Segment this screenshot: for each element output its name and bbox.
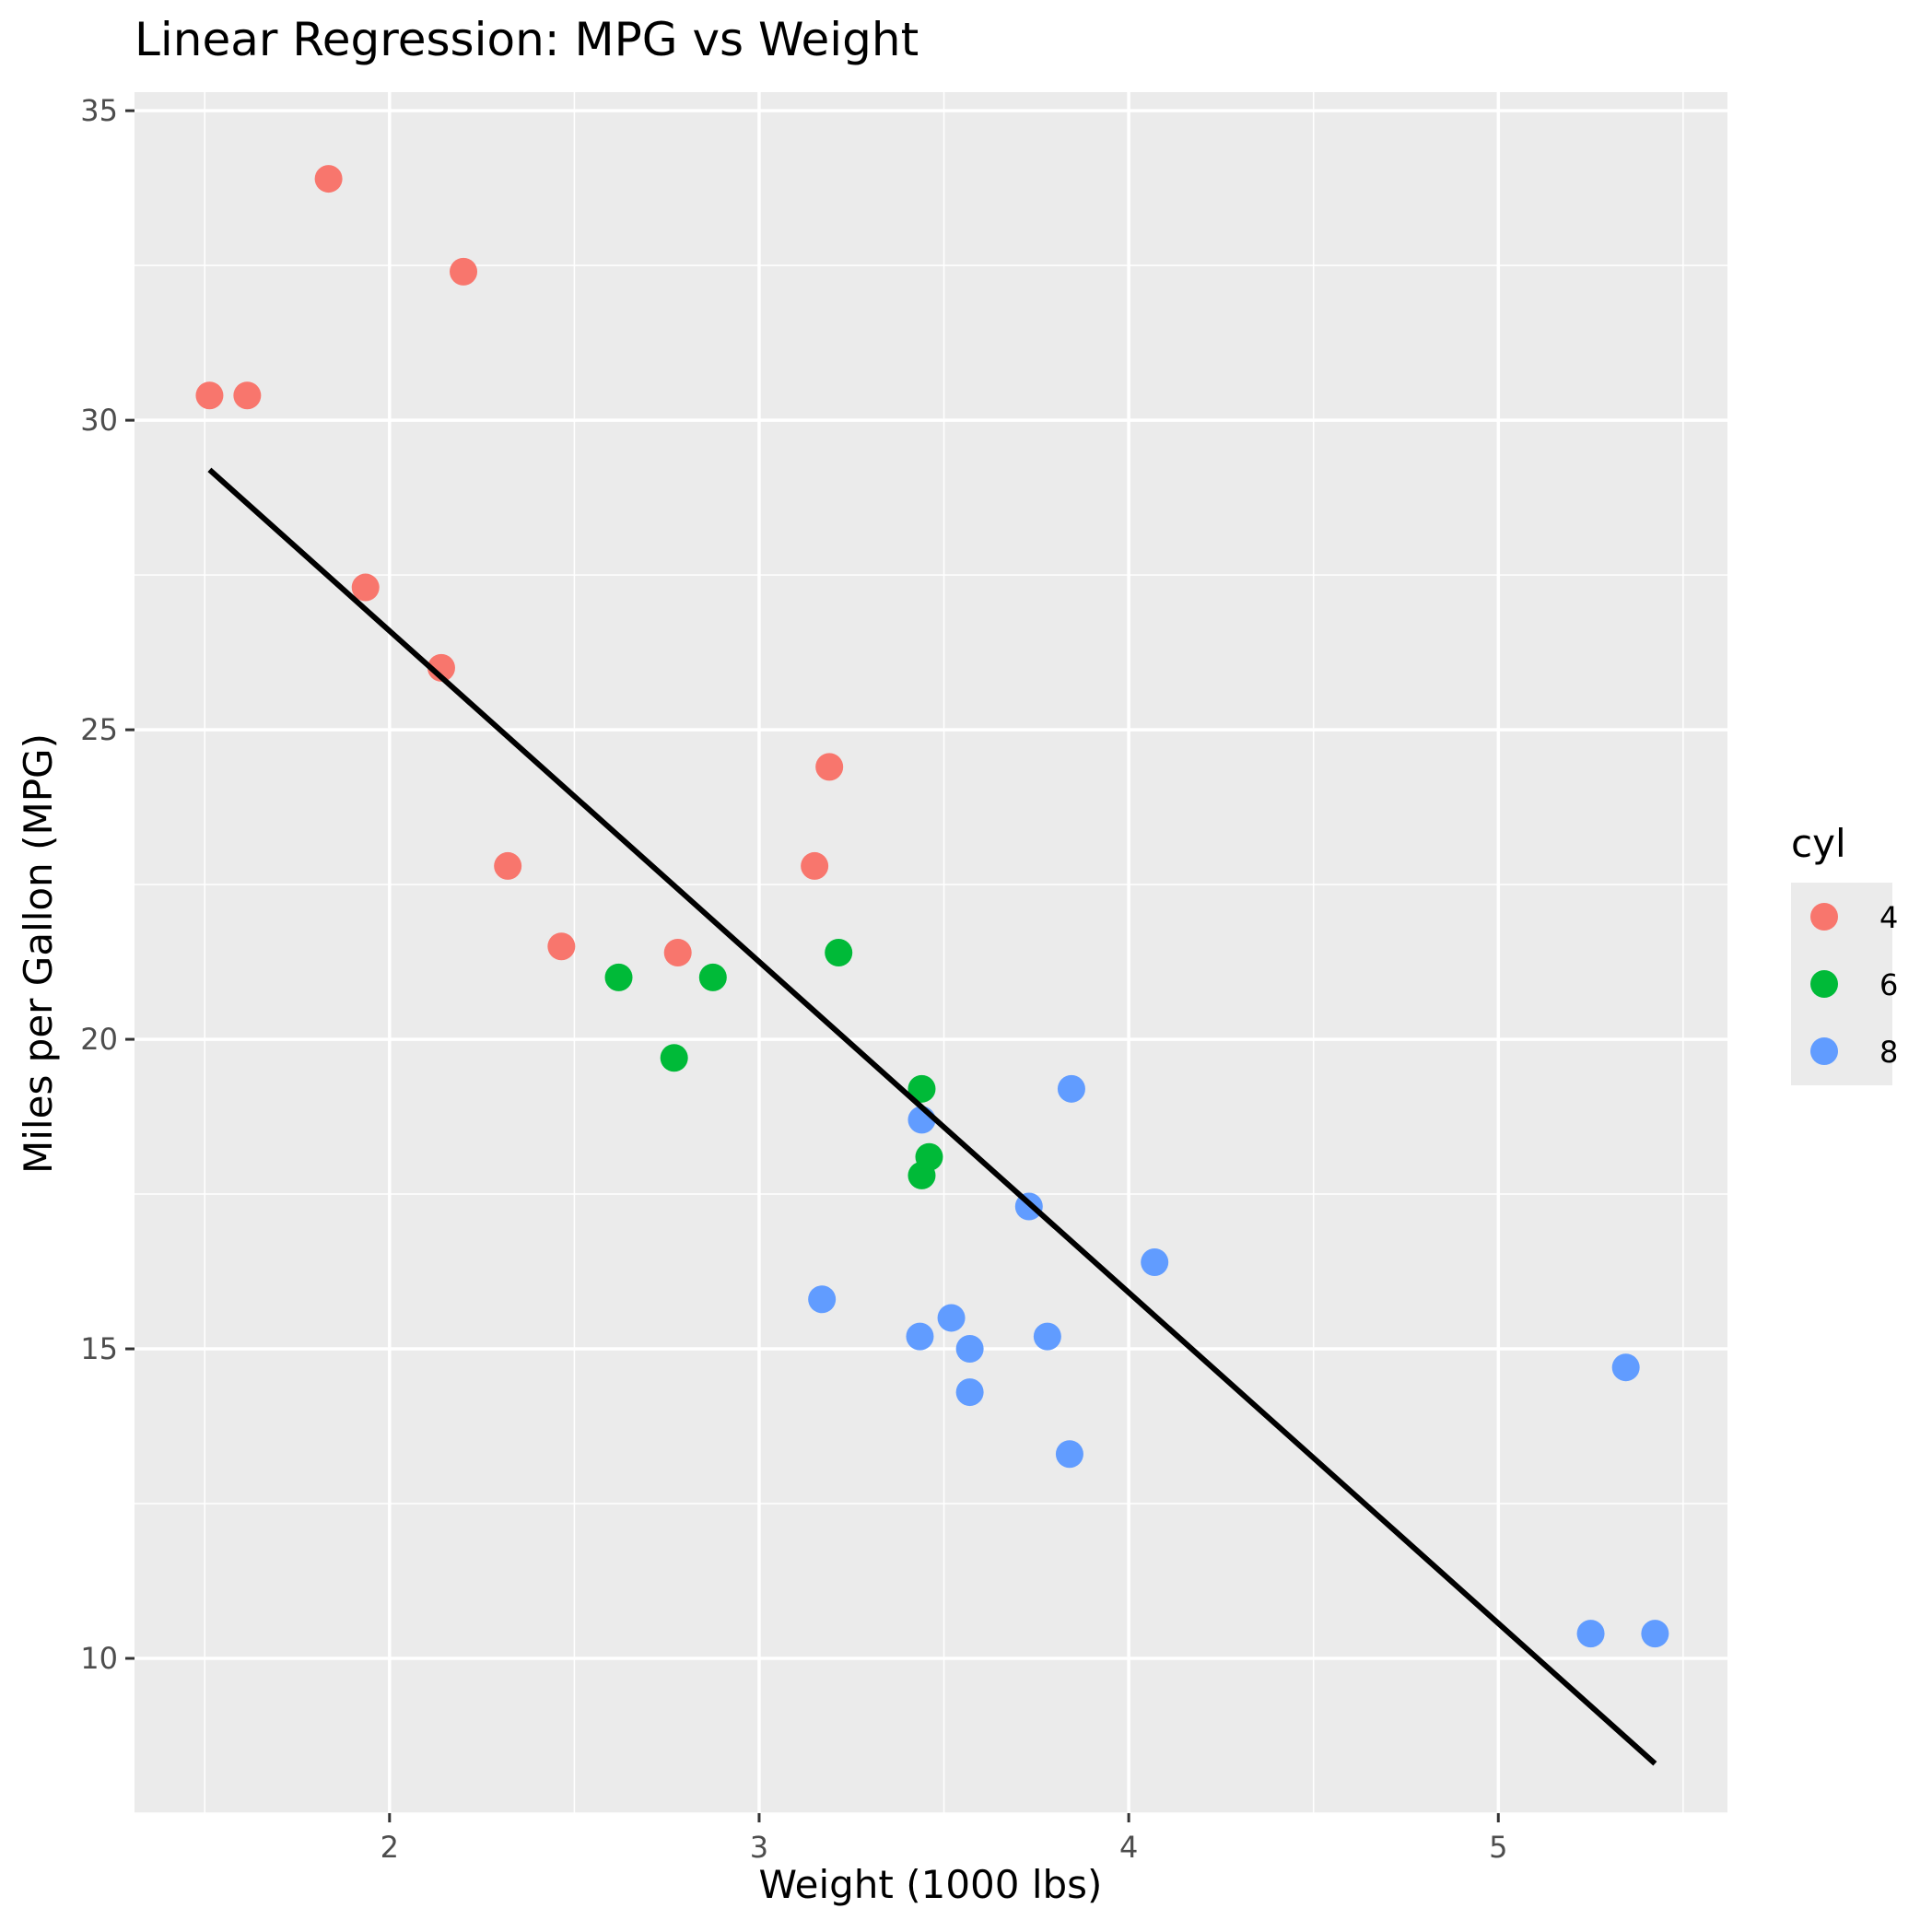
- data-point-cyl-8: [937, 1304, 966, 1332]
- chart-title: Linear Regression: MPG vs Weight: [135, 13, 919, 66]
- data-point-cyl-8: [1141, 1247, 1169, 1276]
- regression-line-group: [207, 467, 1657, 1766]
- data-point-cyl-4: [314, 165, 343, 193]
- y-tick-label: 25: [80, 712, 118, 747]
- legend-key-4: [1810, 903, 1838, 931]
- plot-panel: [135, 92, 1727, 1813]
- data-point-cyl-4: [450, 257, 478, 286]
- data-point-cyl-4: [663, 939, 692, 966]
- y-tick-label: 35: [80, 93, 118, 128]
- data-point-cyl-4: [233, 381, 262, 410]
- data-point-cyl-8: [955, 1335, 984, 1364]
- x-axis-title: Weight (1000 lbs): [759, 1862, 1103, 1907]
- x-tick-label: 5: [1489, 1830, 1507, 1865]
- data-point-cyl-6: [660, 1044, 688, 1072]
- data-point-cyl-4: [351, 573, 380, 602]
- data-point-cyl-4: [494, 851, 522, 880]
- data-point-cyl-8: [955, 1378, 984, 1407]
- data-point-cyl-6: [604, 963, 633, 991]
- data-point-cyl-8: [1641, 1620, 1669, 1648]
- y-tick-label: 20: [80, 1022, 118, 1057]
- legend-title: cyl: [1791, 821, 1846, 866]
- grid-minor: [135, 92, 1727, 1814]
- data-point-cyl-4: [815, 753, 844, 781]
- data-point-cyl-8: [906, 1322, 934, 1351]
- legend-key-background: [1791, 883, 1892, 1085]
- data-point-cyl-6: [907, 1074, 936, 1103]
- y-tick-label: 15: [80, 1331, 118, 1366]
- regression-line: [207, 467, 1657, 1766]
- data-point-cyl-6: [825, 939, 853, 966]
- legend-key-8: [1810, 1037, 1838, 1065]
- data-point-cyl-8: [1576, 1620, 1605, 1648]
- legend-label-8: 8: [1879, 1035, 1898, 1070]
- data-point-cyl-4: [427, 653, 455, 682]
- x-tick-label: 4: [1119, 1830, 1138, 1865]
- data-point-cyl-8: [1055, 1440, 1083, 1469]
- legend-key-6: [1810, 970, 1838, 998]
- data-point-cyl-4: [195, 381, 224, 410]
- data-points: [195, 165, 1669, 1648]
- data-point-cyl-6: [915, 1142, 943, 1171]
- data-point-cyl-8: [808, 1285, 837, 1314]
- grid-major: [135, 92, 1727, 1813]
- data-point-cyl-8: [1057, 1074, 1085, 1103]
- y-tick-label: 10: [80, 1641, 118, 1676]
- y-axis-title: Miles per Gallon (MPG): [16, 733, 61, 1174]
- data-point-cyl-8: [1611, 1353, 1640, 1382]
- legend-label-4: 4: [1879, 900, 1898, 935]
- data-point-cyl-8: [1033, 1322, 1061, 1351]
- axis-ticks: 2 3 4 5 10 15 20 25 30 35: [80, 93, 1507, 1865]
- data-point-cyl-6: [698, 963, 727, 991]
- legend: cyl 4 6 8: [1791, 821, 1898, 1085]
- data-point-cyl-4: [547, 932, 576, 961]
- legend-label-6: 6: [1879, 967, 1898, 1002]
- x-tick-label: 2: [381, 1830, 399, 1865]
- data-point-cyl-4: [801, 851, 829, 880]
- x-tick-label: 3: [750, 1830, 768, 1865]
- y-tick-label: 30: [80, 403, 118, 438]
